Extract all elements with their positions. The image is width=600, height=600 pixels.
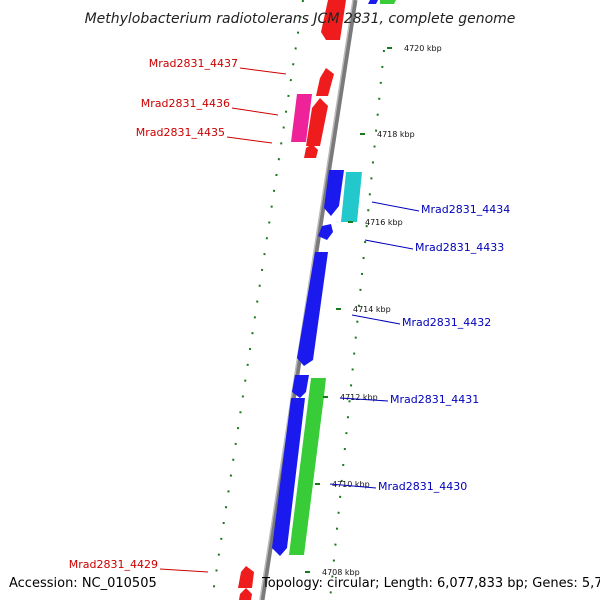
gene-green-top[interactable] [380, 0, 396, 4]
label-leader-line [364, 239, 414, 250]
scale-ticks: 4720 kbp 4718 kbp 4716 kbp 4714 kbp 4712 kbp… [305, 44, 442, 577]
label-leader-line [339, 397, 389, 402]
gene-cyan[interactable] [341, 172, 362, 222]
gene-label-mrad2831-4436[interactable]: Mrad2831_4436 [141, 97, 230, 110]
gene-red-small[interactable] [304, 144, 318, 158]
gene-label-mrad2831-4435[interactable]: Mrad2831_4435 [136, 126, 225, 139]
gene-mrad2831-4432[interactable] [297, 252, 328, 366]
gene-mrad2831-4431[interactable] [292, 375, 309, 398]
gene-label-mrad2831-4432[interactable]: Mrad2831_4432 [402, 316, 491, 329]
gene-mrad2831-4437[interactable] [316, 68, 334, 96]
label-leader-line [329, 483, 377, 489]
gene-label-mrad2831-4429[interactable]: Mrad2831_4429 [69, 558, 158, 571]
label-leader-line [226, 136, 273, 144]
gene-mrad2831-4430-blue[interactable] [272, 398, 305, 556]
gene-label-mrad2831-4431[interactable]: Mrad2831_4431 [390, 393, 479, 406]
label-leader-line [351, 314, 401, 325]
gene-mrad2831-4430[interactable] [289, 378, 326, 555]
gene-red-bottom[interactable] [239, 588, 252, 600]
genome-backbone-highlight [259, 0, 354, 600]
tick-label: 4716 kbp [365, 218, 403, 227]
tick-label: 4714 kbp [353, 305, 391, 314]
gene-label-mrad2831-4437[interactable]: Mrad2831_4437 [149, 57, 238, 70]
tick-label: 4718 kbp [377, 130, 415, 139]
tick-label: 4710 kbp [332, 480, 370, 489]
outer-dotted-track [329, 49, 385, 600]
forward-genes [238, 0, 346, 600]
accession-text: Accession: NC_010505 [9, 576, 157, 591]
genome-summary-text: Topology: circular; Length: 6,077,833 bp… [261, 576, 600, 591]
tick-label: 4712 kbp [340, 393, 378, 402]
gene-blue-top[interactable] [368, 0, 378, 4]
gene-mrad2831-4436[interactable] [291, 94, 312, 142]
gene-label-mrad2831-4434[interactable]: Mrad2831_4434 [421, 203, 510, 216]
gene-labels: Mrad2831_4437 Mrad2831_4436 Mrad2831_4435 M… [69, 57, 510, 573]
tick-label: 4708 kbp [322, 568, 360, 577]
tick-label: 4720 kbp [404, 44, 442, 53]
label-leader-line [239, 67, 287, 75]
gene-mrad2831-4438[interactable] [321, 0, 346, 40]
label-leader-line [231, 107, 279, 116]
gene-mrad2831-4434[interactable] [324, 170, 344, 216]
map-title: Methylobacterium radiotolerans JCM 2831,… [85, 11, 516, 27]
reverse-genes [272, 0, 378, 556]
gene-label-mrad2831-4430[interactable]: Mrad2831_4430 [378, 480, 467, 493]
label-leader-line [159, 568, 209, 573]
label-leader-line [371, 201, 420, 212]
gene-mrad2831-4435[interactable] [306, 98, 328, 146]
gene-label-mrad2831-4433[interactable]: Mrad2831_4433 [415, 241, 504, 254]
gene-blue-small[interactable] [318, 224, 333, 240]
gene-mrad2831-4429[interactable] [238, 566, 254, 588]
